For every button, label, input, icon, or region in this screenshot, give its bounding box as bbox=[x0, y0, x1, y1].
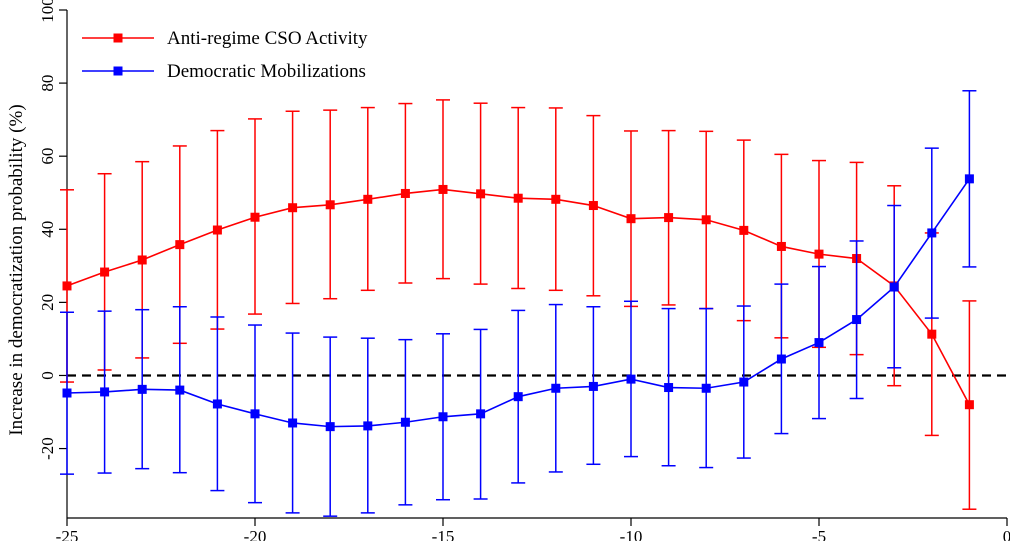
legend-marker bbox=[113, 66, 123, 76]
y-tick-label: 100 bbox=[38, 0, 57, 23]
legend-label: Democratic Mobilizations bbox=[167, 61, 366, 82]
data-point bbox=[852, 315, 862, 325]
data-point bbox=[626, 374, 636, 384]
x-tick-label: -5 bbox=[812, 527, 826, 541]
data-point bbox=[400, 417, 410, 427]
data-point bbox=[476, 189, 486, 199]
data-point bbox=[288, 418, 298, 428]
data-point bbox=[664, 213, 674, 223]
x-tick-label: -20 bbox=[244, 527, 267, 541]
data-point bbox=[325, 422, 335, 432]
legend-item-1: Democratic Mobilizations bbox=[82, 61, 366, 82]
data-point bbox=[62, 281, 72, 291]
data-point bbox=[664, 383, 674, 393]
data-point bbox=[551, 383, 561, 393]
data-point bbox=[400, 188, 410, 198]
data-point bbox=[212, 225, 222, 235]
y-tick-label: 60 bbox=[38, 148, 57, 165]
data-point bbox=[438, 412, 448, 422]
data-point bbox=[739, 377, 749, 387]
data-point bbox=[438, 184, 448, 194]
data-point bbox=[814, 249, 824, 259]
data-point bbox=[325, 200, 335, 210]
data-point bbox=[588, 201, 598, 211]
y-axis-title: Increase in democratization probability … bbox=[6, 104, 27, 435]
legend-marker bbox=[113, 33, 123, 43]
series-layer bbox=[60, 90, 977, 517]
data-point bbox=[250, 212, 260, 222]
x-tick-label: -10 bbox=[620, 527, 643, 541]
data-point bbox=[62, 388, 72, 398]
data-point bbox=[100, 387, 110, 397]
data-point bbox=[513, 392, 523, 402]
data-point bbox=[363, 421, 373, 431]
y-tick-label: 80 bbox=[38, 75, 57, 92]
data-point bbox=[776, 354, 786, 364]
data-point bbox=[137, 255, 147, 265]
data-point bbox=[513, 193, 523, 203]
data-point bbox=[175, 385, 185, 395]
y-tick-label: -20 bbox=[38, 437, 57, 460]
data-point bbox=[776, 241, 786, 251]
data-point bbox=[100, 267, 110, 277]
data-point bbox=[212, 399, 222, 409]
data-point bbox=[137, 384, 147, 394]
data-point bbox=[814, 338, 824, 348]
y-tick-label: 0 bbox=[38, 371, 57, 380]
series-1 bbox=[60, 90, 977, 517]
data-point bbox=[288, 203, 298, 213]
axes: -25 -20 -15 -10 -5 0 -20 0 20 40 60 80 100 Increase i… bbox=[6, 0, 1010, 541]
x-tick-label: -25 bbox=[56, 527, 79, 541]
data-point bbox=[701, 215, 711, 225]
y-tick-label: 20 bbox=[38, 294, 57, 311]
series-0 bbox=[60, 99, 977, 510]
data-point bbox=[363, 194, 373, 204]
data-point bbox=[588, 381, 598, 391]
data-point bbox=[964, 400, 974, 410]
x-tick-label: 0 bbox=[1003, 527, 1010, 541]
data-point bbox=[476, 409, 486, 419]
data-point bbox=[739, 225, 749, 235]
data-point bbox=[927, 329, 937, 339]
legend-item-0: Anti-regime CSO Activity bbox=[82, 28, 368, 49]
legend-label: Anti-regime CSO Activity bbox=[167, 28, 368, 49]
x-tick-label: -15 bbox=[432, 527, 455, 541]
data-point bbox=[250, 409, 260, 419]
data-point bbox=[889, 282, 899, 292]
data-point bbox=[175, 240, 185, 250]
data-point bbox=[964, 174, 974, 184]
data-point bbox=[927, 228, 937, 238]
legend: Anti-regime CSO Activity Democratic Mobil… bbox=[82, 28, 368, 82]
data-point bbox=[701, 383, 711, 393]
data-point bbox=[551, 194, 561, 204]
data-point bbox=[626, 214, 636, 224]
y-tick-label: 40 bbox=[38, 221, 57, 238]
